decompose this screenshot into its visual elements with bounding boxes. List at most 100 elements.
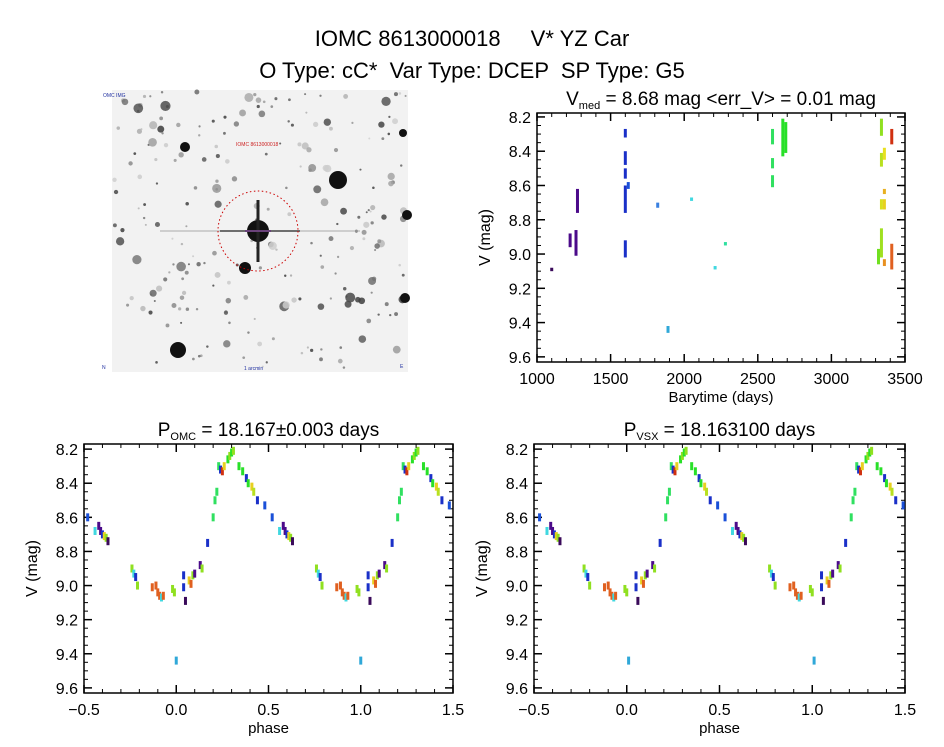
- star: [305, 111, 308, 114]
- star: [129, 296, 134, 301]
- star: [313, 185, 322, 194]
- data-point: [97, 521, 101, 530]
- star: [178, 307, 182, 311]
- star: [223, 340, 231, 348]
- star: [374, 243, 380, 249]
- data-point: [183, 596, 187, 605]
- star: [176, 122, 181, 128]
- chart-phase_vsx: PVSX = 18.163100 days −0.5 0.0 0.5 1.0 1.5 8.2…: [474, 420, 916, 737]
- data-point: [799, 591, 803, 600]
- star: [136, 128, 142, 134]
- data-point: [440, 496, 444, 505]
- data-point: [314, 564, 318, 573]
- data-point: [851, 496, 855, 505]
- data-series: [86, 446, 451, 665]
- chart-title-main: P: [624, 420, 637, 441]
- star: [203, 261, 206, 265]
- star: [291, 297, 297, 303]
- star: [310, 241, 313, 245]
- star: [342, 366, 346, 369]
- star: [212, 250, 217, 256]
- star: [194, 89, 200, 95]
- data-point: [575, 188, 579, 213]
- data-point: [434, 482, 438, 491]
- star: [363, 221, 370, 228]
- star: [333, 147, 339, 153]
- star: [320, 348, 323, 351]
- star: [148, 137, 157, 147]
- star: [381, 137, 385, 141]
- star: [393, 92, 398, 97]
- star: [343, 93, 349, 99]
- data-point: [699, 479, 703, 488]
- x-tick-label: 2000: [666, 371, 702, 388]
- data-point: [551, 526, 555, 535]
- x-tick-label: −0.5: [68, 702, 100, 719]
- data-point: [643, 571, 647, 580]
- data-point: [289, 533, 293, 542]
- star: [113, 189, 119, 195]
- data-point: [340, 588, 344, 597]
- data-point: [857, 465, 861, 474]
- data-point: [769, 569, 773, 578]
- star: [142, 94, 147, 99]
- data-point: [429, 474, 433, 483]
- data-point: [890, 243, 894, 270]
- star: [279, 142, 282, 145]
- data-point: [366, 571, 370, 580]
- star: [154, 157, 158, 162]
- star: [214, 200, 222, 208]
- star: [389, 313, 392, 317]
- star: [154, 221, 160, 228]
- data-point: [734, 521, 738, 530]
- data-point: [403, 465, 407, 474]
- star: [265, 361, 268, 364]
- data-point: [222, 462, 226, 471]
- data-point: [425, 467, 429, 476]
- y-tick-label: 9.6: [506, 681, 528, 698]
- data-point: [882, 147, 886, 160]
- star: [163, 277, 168, 282]
- star: [349, 246, 355, 251]
- data-point: [182, 571, 186, 580]
- star: [243, 294, 249, 300]
- data-point: [623, 185, 627, 213]
- x-tick-label: 0.0: [165, 702, 187, 719]
- data-point: [797, 593, 801, 602]
- star: [368, 276, 377, 285]
- data-point: [610, 591, 614, 600]
- data-point: [283, 526, 287, 535]
- data-point: [608, 588, 612, 597]
- bright-star: [329, 171, 347, 189]
- star: [398, 92, 402, 95]
- star: [198, 125, 201, 128]
- data-point: [623, 584, 627, 593]
- data-point: [130, 564, 134, 573]
- star: [144, 223, 147, 226]
- data-point: [252, 487, 256, 496]
- data-point: [855, 462, 859, 471]
- star: [377, 239, 382, 244]
- data-point: [538, 513, 542, 522]
- star: [223, 310, 229, 315]
- data-point: [102, 532, 106, 541]
- data-point: [690, 197, 694, 201]
- star: [156, 285, 163, 292]
- star: [262, 100, 266, 104]
- data-point: [870, 446, 874, 455]
- data-point: [285, 530, 289, 539]
- data-point: [316, 569, 320, 578]
- star: [253, 317, 256, 321]
- star: [261, 365, 264, 368]
- star: [180, 321, 183, 324]
- data-point: [623, 128, 627, 138]
- star: [288, 98, 291, 102]
- data-point: [671, 465, 675, 474]
- data-point: [220, 467, 224, 476]
- star: [148, 310, 153, 315]
- y-tick-label: 9.2: [56, 613, 78, 630]
- data-point: [879, 199, 883, 210]
- data-point: [215, 487, 219, 496]
- star: [231, 176, 238, 182]
- star: [308, 163, 317, 172]
